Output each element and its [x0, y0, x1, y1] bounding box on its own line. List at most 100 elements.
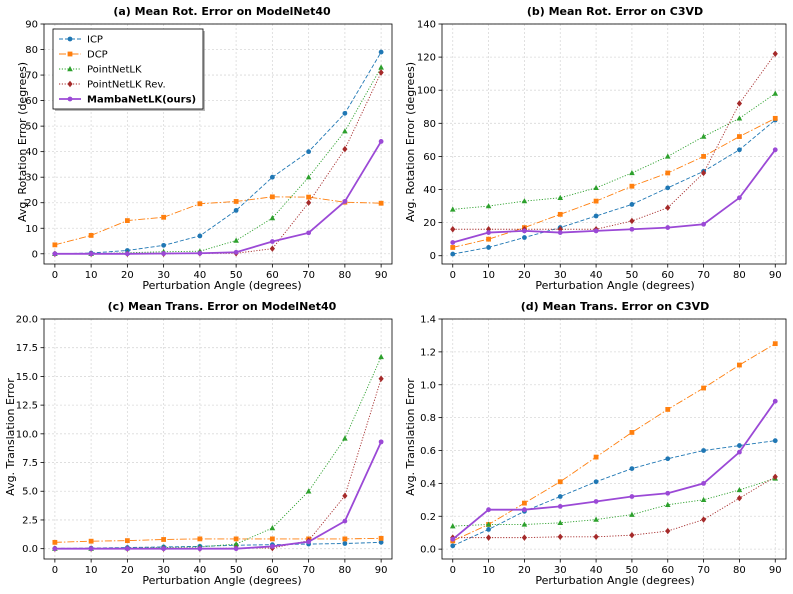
series-line-dcp — [54, 537, 382, 543]
ylabel-b: Avg. Rotation Error (degrees) — [404, 62, 417, 222]
pointnetlk-rev-point — [342, 145, 348, 153]
pointnetlk-rev-point — [736, 100, 743, 107]
mambanetlk-ours-point — [161, 546, 167, 552]
pointnetlk-rev-point — [378, 69, 384, 76]
mambanetlk-ours-point — [378, 139, 384, 144]
x-tick-label: 20 — [121, 270, 134, 281]
xlabel-b: Perturbation Angle (degrees) — [535, 279, 694, 292]
dcp-point — [450, 245, 456, 250]
series-line-pointnetlk-rev — [452, 476, 776, 539]
icp-point — [629, 202, 635, 207]
dcp-point — [124, 218, 130, 223]
plot-frame — [43, 318, 393, 560]
dcp-point — [233, 199, 239, 204]
mambanetlk-ours-point — [52, 546, 58, 552]
pointnetlk-point — [521, 521, 528, 527]
x-tick-label: 60 — [266, 270, 279, 281]
chart-c: 0.0 2.5 5.0 7.5 10.0 12.5 15.0 17.5 20.0 0 10 20 30 4… — [16, 315, 393, 576]
pointnetlk-point — [269, 215, 276, 221]
dcp-point — [629, 183, 635, 189]
y-tick-label: 10 — [25, 224, 38, 235]
series-mambanetlk-ours — [52, 439, 384, 552]
y-tick-label: 0.0 — [22, 544, 38, 555]
x-tick-label: 80 — [339, 270, 352, 281]
dcp-point — [737, 362, 742, 368]
pointnetlk-point — [772, 90, 779, 96]
dcp-point — [197, 536, 203, 542]
dcp-point — [233, 536, 239, 542]
mambanetlk-ours-point — [665, 490, 671, 496]
title-b: (b) Mean Rot. Error on C3VD — [527, 5, 703, 18]
mambanetlk-ours-point — [701, 480, 706, 486]
mambanetlk-ours-point — [269, 543, 275, 549]
y-tick-label: 0 — [32, 249, 38, 260]
pointnetlk-point — [449, 523, 456, 529]
y-tick-label: 1.2 — [420, 347, 436, 358]
series-line-dcp — [452, 117, 776, 248]
icp-point — [342, 110, 348, 116]
dcp-point — [665, 170, 671, 176]
x-tick-label: 40 — [194, 565, 207, 576]
pointnetlk-point — [557, 194, 564, 200]
mambanetlk-ours-point — [486, 507, 491, 513]
x-tick-label: 40 — [194, 270, 207, 281]
dcp-point — [486, 236, 491, 242]
series-line-mambanetlk-ours — [54, 441, 382, 550]
icp-point — [701, 448, 706, 453]
x-tick-label: 50 — [626, 270, 639, 281]
x-tick-label: 20 — [518, 565, 531, 576]
x-tick-label: 10 — [85, 565, 98, 576]
y-tick-label: 100 — [417, 86, 436, 97]
pointnetlk-rev-point — [593, 533, 599, 541]
y-tick-label: 80 — [423, 119, 436, 130]
icp-point — [486, 527, 491, 532]
chart-d: 0.0 0.2 0.4 0.6 0.8 1.0 1.2 1.4 0 10 20 30 40 50 60 70 8… — [420, 315, 787, 576]
icp-point — [629, 466, 635, 471]
y-tick-label: 90 — [25, 20, 38, 31]
xlabel-a: Perturbation Angle (degrees) — [142, 279, 301, 292]
mambanetlk-ours-point — [197, 250, 203, 256]
pointnetlk-point — [593, 184, 599, 191]
legend-icp-point — [67, 36, 73, 42]
y-tick-label: 7.5 — [22, 458, 38, 469]
legend-entry-pointnetlk: PointNetLK — [59, 65, 142, 76]
x-tick-label: 10 — [482, 565, 495, 576]
x-tick-label: 80 — [733, 270, 746, 281]
series-line-pointnetlk — [452, 478, 776, 527]
ylabel-c: Avg. Translation Error — [4, 378, 17, 496]
x-tick-label: 10 — [482, 270, 495, 281]
pointnetlk-point — [233, 541, 239, 547]
mambanetlk-ours-point — [486, 230, 491, 235]
x-tick-label: 10 — [85, 270, 98, 281]
ylabel-a: Avg. Rotation Error (degrees) — [16, 62, 29, 222]
y-tick-label: 60 — [25, 96, 38, 107]
icp-point — [593, 213, 599, 219]
icp-point — [306, 149, 312, 155]
series-line-dcp — [452, 343, 776, 542]
y-tick-label: 140 — [417, 20, 436, 31]
pointnetlk-rev-point — [700, 516, 707, 523]
icp-point — [665, 456, 671, 462]
x-tick-label: 30 — [554, 565, 567, 576]
series-pointnetlk — [449, 90, 779, 212]
pointnetlk-point — [700, 496, 707, 503]
y-tick-label: 80 — [25, 45, 38, 56]
title-c: (c) Mean Trans. Error on ModelNet40 — [108, 300, 337, 313]
mambanetlk-ours-point — [233, 546, 239, 552]
legend-label: MambaNetLK(ours) — [87, 95, 196, 106]
pointnetlk-rev-point — [629, 531, 635, 539]
dcp-point — [161, 537, 167, 542]
pointnetlk-rev-point — [342, 492, 348, 500]
mambanetlk-ours-point — [593, 499, 599, 504]
pointnetlk-rev-point — [665, 527, 671, 535]
mambanetlk-ours-point — [306, 230, 312, 236]
pointnetlk-point — [664, 153, 671, 159]
dcp-point — [197, 201, 203, 207]
dcp-point — [557, 479, 563, 485]
dcp-point — [772, 115, 778, 121]
mambanetlk-ours-point — [522, 228, 527, 234]
legend-mambanetlk-ours-point — [67, 96, 73, 102]
x-tick-label: 0 — [52, 565, 58, 576]
icp-point — [269, 174, 275, 180]
pointnetlk-point — [378, 64, 384, 70]
